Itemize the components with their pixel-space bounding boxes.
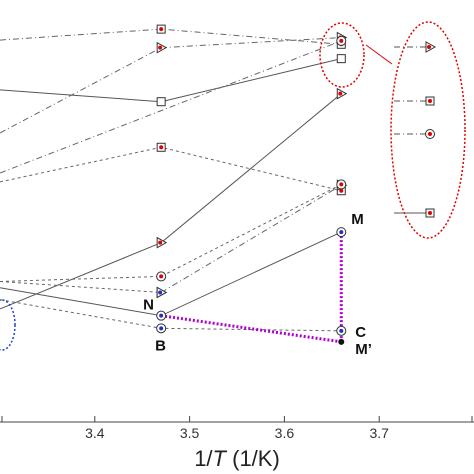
highlight-line xyxy=(160,314,342,344)
marker-dot xyxy=(427,45,431,49)
marker-dot xyxy=(159,326,164,331)
x-tick-label: 3.7 xyxy=(369,425,389,441)
data-point xyxy=(425,129,435,139)
series-line xyxy=(0,231,342,317)
point-label: B xyxy=(155,337,166,354)
marker-dot xyxy=(339,38,344,43)
data-point xyxy=(156,24,166,34)
marker-dot xyxy=(159,274,164,279)
marker-dot xyxy=(158,290,163,295)
point-label: M’ xyxy=(355,341,372,358)
data-point xyxy=(336,87,348,100)
data-point xyxy=(156,310,167,321)
series-line xyxy=(0,28,342,45)
data-point xyxy=(336,35,347,46)
zoom-connector xyxy=(365,44,393,65)
series-line xyxy=(0,146,342,192)
data-point xyxy=(156,271,167,282)
marker-dot xyxy=(159,145,164,150)
marker-dot xyxy=(339,182,344,187)
series-line xyxy=(0,58,342,103)
series-line xyxy=(160,184,342,293)
series-line xyxy=(0,280,162,293)
data-point xyxy=(336,54,346,64)
series-line xyxy=(0,183,342,282)
data-point xyxy=(336,227,347,238)
data-point xyxy=(425,208,435,218)
marker-dot xyxy=(428,99,432,103)
x-tick-label: 3.5 xyxy=(180,425,200,441)
zoom-inset-ellipse xyxy=(390,21,466,239)
data-point xyxy=(156,97,166,107)
blue-ellipse xyxy=(0,299,16,351)
data-point xyxy=(336,325,347,336)
x-axis-title: 1/T (1/K) xyxy=(194,446,280,471)
marker-dot xyxy=(339,188,344,193)
zoom-source-ellipse xyxy=(319,22,365,88)
series-line xyxy=(0,299,342,332)
marker-dot xyxy=(158,240,163,245)
data-point xyxy=(156,236,168,249)
x-tick-label: 3.6 xyxy=(275,425,295,441)
x-tick-label: 3.4 xyxy=(85,425,105,441)
series-line xyxy=(0,40,342,174)
data-markers xyxy=(156,24,348,345)
marker-dot xyxy=(339,230,344,235)
zoom-callout xyxy=(0,21,466,351)
data-point xyxy=(336,179,347,190)
highlight-lines xyxy=(160,232,343,344)
point-label: M xyxy=(351,211,364,228)
marker-dot xyxy=(339,328,344,333)
marker-dot xyxy=(338,91,343,96)
point-label: N xyxy=(143,297,154,314)
marker-dot xyxy=(428,211,432,215)
data-point xyxy=(156,142,166,152)
series-line xyxy=(0,93,342,310)
series-line xyxy=(0,37,342,134)
marker-dot xyxy=(159,313,164,318)
marker-square xyxy=(336,54,346,64)
point-label: C xyxy=(355,324,366,341)
series-lines xyxy=(0,28,342,332)
data-point xyxy=(156,41,168,54)
point-annotations: M N C B M’ xyxy=(143,211,372,358)
data-point xyxy=(156,323,167,334)
marker-dot xyxy=(159,27,164,32)
data-point xyxy=(425,41,437,53)
marker-square xyxy=(156,97,166,107)
marker-dot xyxy=(158,45,163,50)
data-point xyxy=(338,338,345,345)
x-tick-labels: 3.4 3.5 3.6 3.7 xyxy=(85,425,389,441)
marker-dot xyxy=(428,132,432,136)
data-point xyxy=(425,96,435,106)
axes xyxy=(0,416,474,423)
data-point xyxy=(156,286,168,299)
